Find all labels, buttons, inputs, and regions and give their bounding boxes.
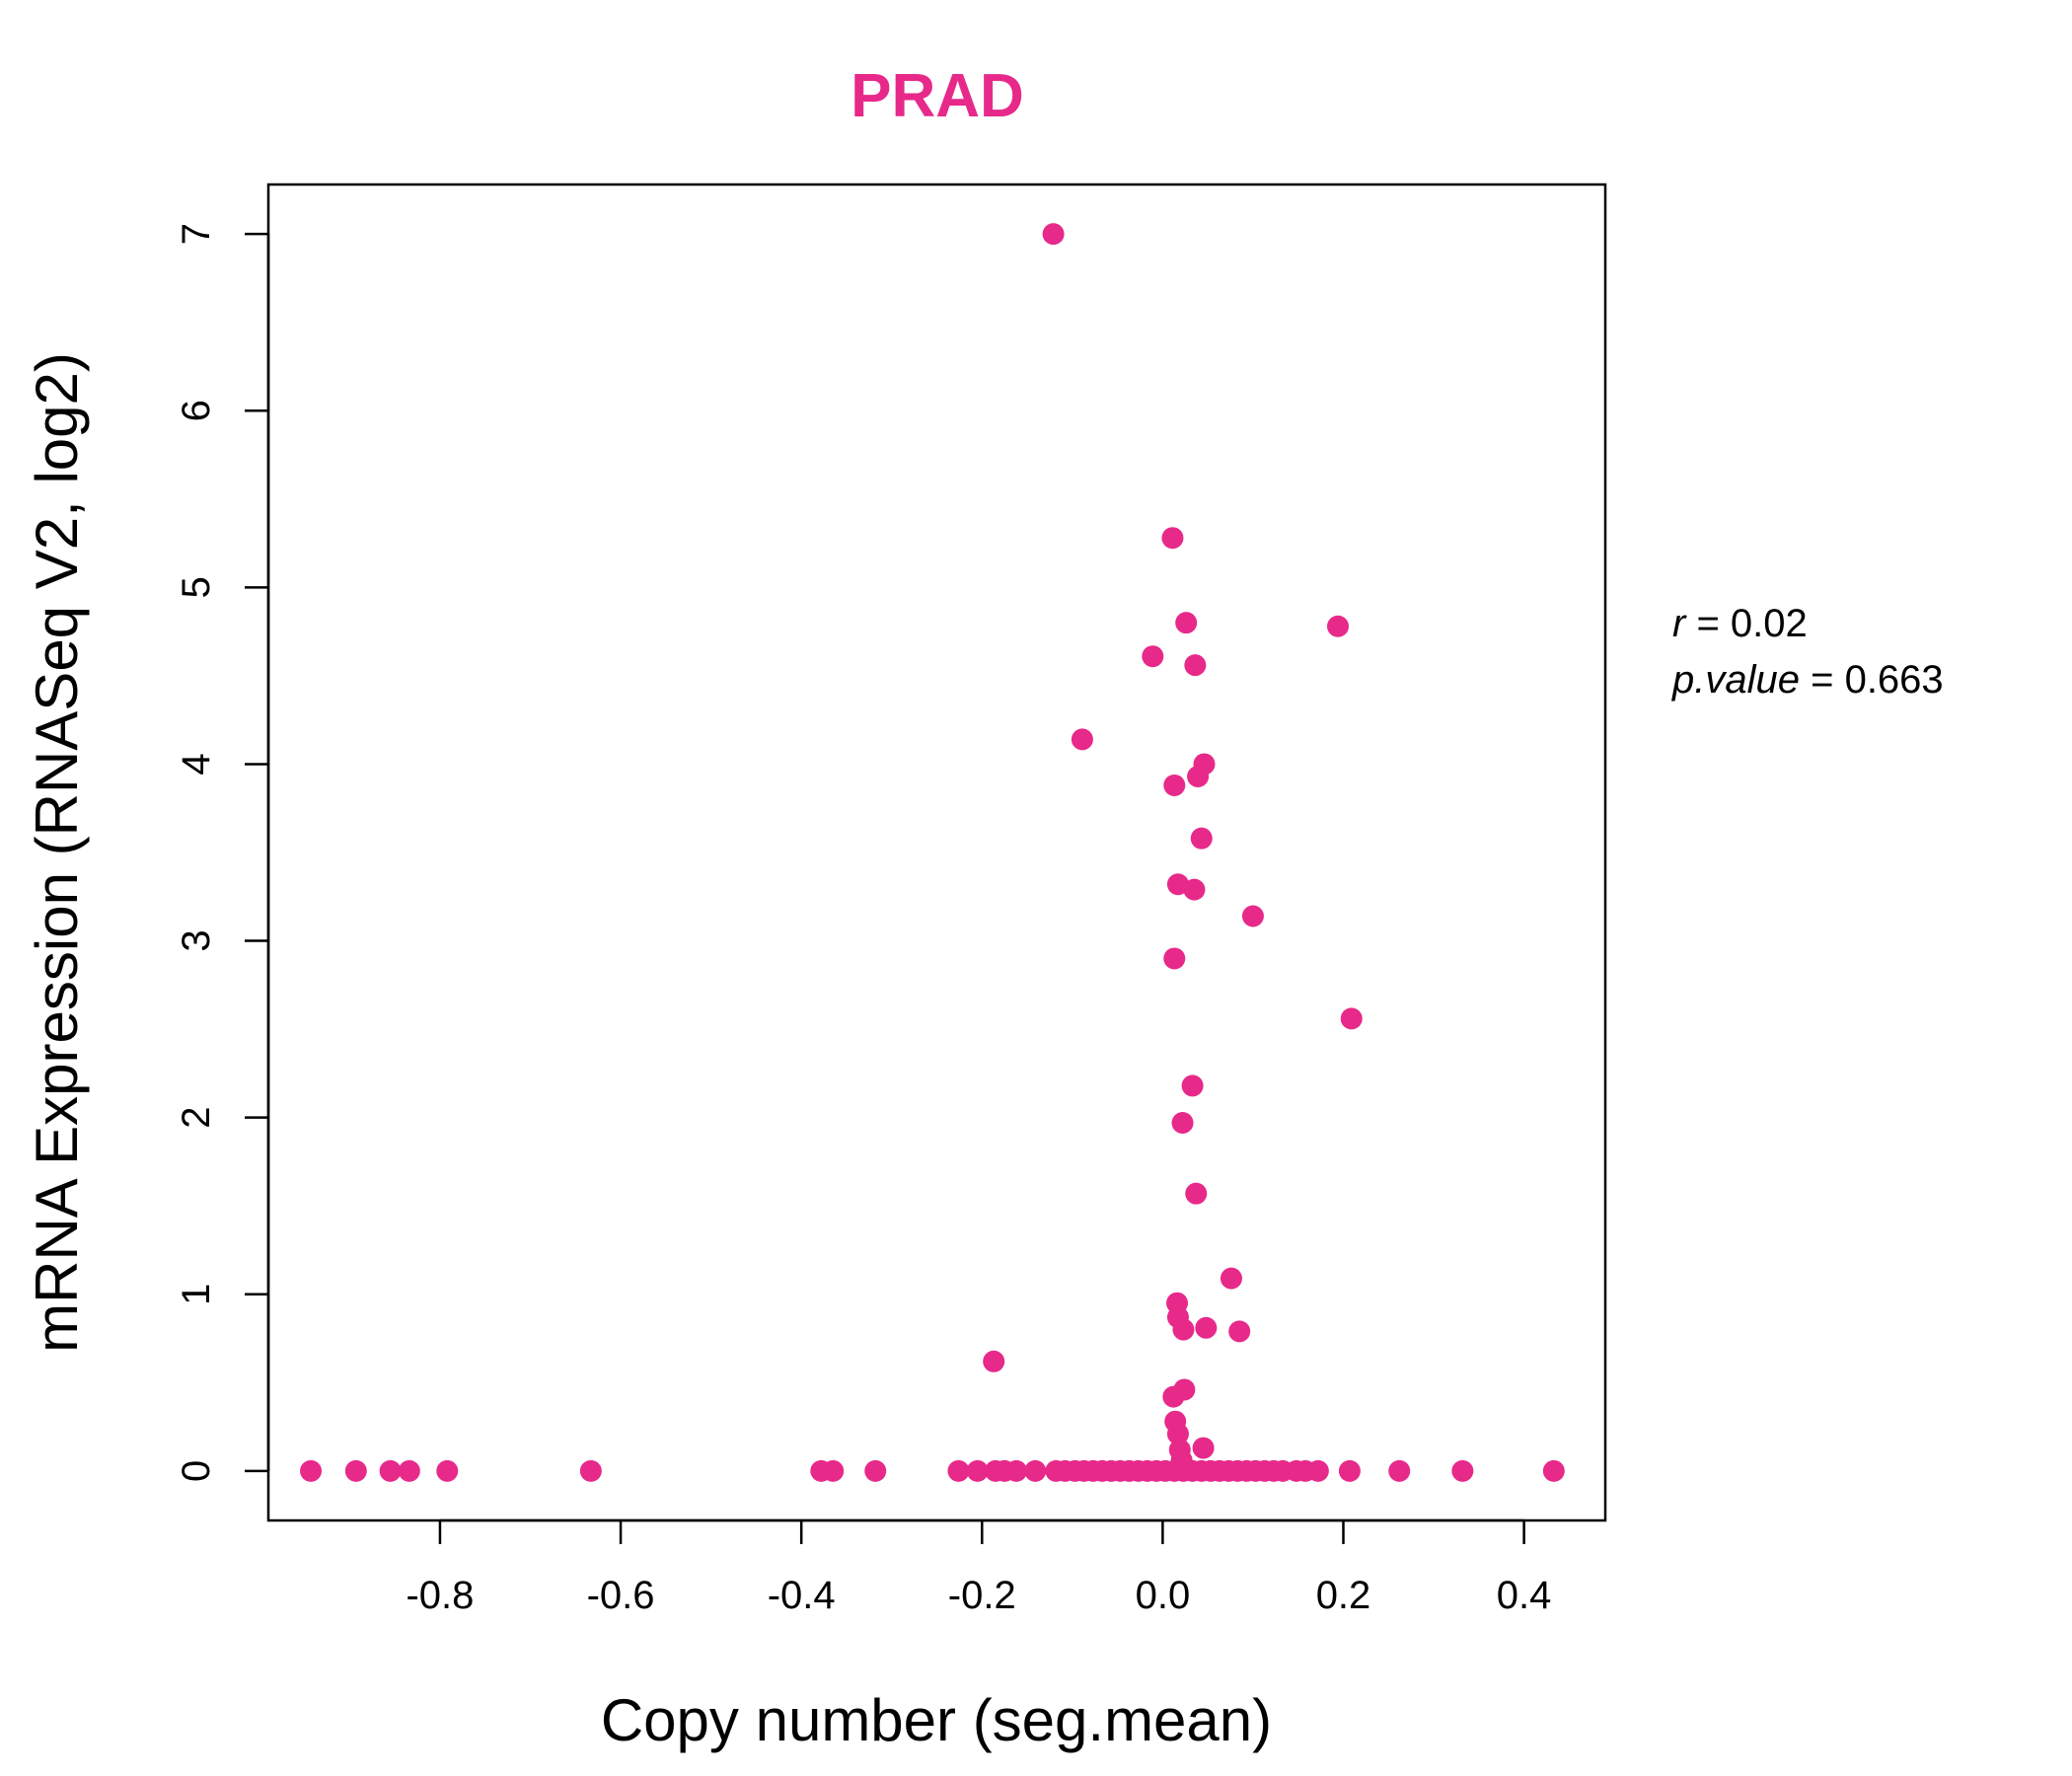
x-tick-label: -0.8 [406,1574,474,1617]
data-point [1166,1423,1189,1445]
data-point [1451,1459,1474,1482]
y-tick-label: 0 [175,1460,218,1482]
y-axis: 0 1 2 3 4 5 6 7 [175,223,270,1482]
data-point [1175,612,1198,634]
data-point [983,1350,1005,1372]
x-tick-label: 0.4 [1497,1574,1552,1617]
data-point [1181,1074,1204,1097]
data-point [398,1459,420,1482]
data-points [300,223,1565,1482]
p-value-value: = 0.663 [1800,658,1944,702]
r-label: r [1672,602,1687,645]
data-point [1163,774,1186,796]
x-tick-label: -0.6 [587,1574,655,1617]
data-point [1042,223,1065,246]
x-axis: -0.8 -0.6 -0.4 -0.2 0.0 0.2 0.4 [406,1518,1552,1617]
data-point [1220,1267,1242,1290]
data-point [1183,878,1206,901]
data-point [1024,1459,1047,1482]
data-point [1005,1459,1028,1482]
correlation-r: r = 0.02 [1672,602,1808,645]
data-point [1142,645,1164,668]
data-point [1338,1459,1361,1482]
data-point [1172,1318,1195,1341]
data-point [1187,765,1210,787]
y-axis-title: mRNA Expression (RNASeq V2, log2) [24,352,90,1353]
data-point [1170,1449,1193,1472]
data-point [300,1459,323,1482]
data-point [1161,527,1184,550]
r-value: = 0.02 [1685,602,1807,645]
data-point [1306,1459,1329,1482]
y-tick-label: 2 [175,1107,218,1129]
y-tick-label: 7 [175,223,218,245]
data-point [966,1459,989,1482]
data-point [1228,1320,1251,1343]
p-value-label: p.value [1671,658,1800,702]
y-tick-label: 5 [175,576,218,598]
data-point [947,1459,970,1482]
chart-title: PRAD [851,62,1024,130]
data-point [1388,1459,1411,1482]
x-tick-label: 0.0 [1136,1574,1191,1617]
data-point [1192,1437,1215,1459]
data-point [1071,728,1093,751]
x-tick-label: 0.2 [1316,1574,1371,1617]
data-point [344,1459,367,1482]
data-point [1340,1007,1363,1030]
data-point [379,1459,402,1482]
data-point [1327,615,1349,637]
data-point [579,1459,602,1482]
x-axis-title: Copy number (seg.mean) [601,1687,1272,1753]
data-point [1163,947,1186,970]
data-point [864,1459,887,1482]
correlation-p-value: p.value = 0.663 [1671,658,1944,702]
data-point [1171,1112,1194,1135]
y-tick-label: 6 [175,400,218,421]
data-point [1190,827,1213,850]
data-point [1241,905,1264,927]
data-point [1185,1182,1208,1205]
data-point [436,1459,459,1482]
y-tick-label: 1 [175,1284,218,1305]
data-point [1162,1385,1185,1408]
x-tick-label: -0.4 [768,1574,836,1617]
plot-frame [266,183,1607,1522]
y-tick-label: 4 [175,753,218,775]
data-point [1195,1316,1218,1339]
data-point [822,1459,845,1482]
y-tick-label: 3 [175,929,218,951]
x-tick-label: -0.2 [948,1574,1016,1617]
data-point [1542,1459,1565,1482]
data-point [1184,654,1207,677]
